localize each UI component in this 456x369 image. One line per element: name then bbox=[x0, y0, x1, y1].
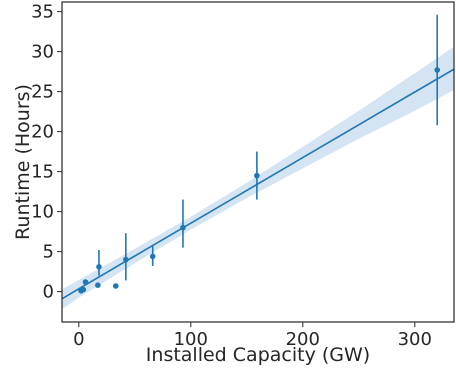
data-point bbox=[254, 172, 260, 179]
data-point bbox=[434, 67, 441, 73]
y-tick-label: 30 bbox=[31, 42, 54, 63]
data-point bbox=[149, 253, 156, 260]
y-tick-label: 15 bbox=[31, 162, 54, 183]
data-point bbox=[180, 224, 186, 231]
plot-frame bbox=[61, 1, 455, 323]
data-point bbox=[96, 264, 102, 270]
x-tick-label: 0 bbox=[73, 329, 84, 350]
data-point bbox=[95, 282, 101, 289]
x-tick-label: 200 bbox=[286, 329, 320, 350]
axis-ticks: 0 100 200 300 0 5 10 15 20 25 30 35 bbox=[31, 2, 432, 350]
data-point bbox=[80, 286, 87, 293]
y-tick-label: 0 bbox=[43, 282, 54, 303]
y-tick-label: 20 bbox=[31, 122, 54, 143]
x-tick-label: 300 bbox=[398, 329, 432, 350]
y-tick-label: 10 bbox=[31, 202, 54, 223]
y-tick-label: 5 bbox=[43, 242, 54, 263]
regression-line-layer bbox=[62, 68, 454, 300]
error-bar-layer bbox=[84, 14, 439, 285]
y-tick-label: 35 bbox=[31, 2, 54, 23]
x-tick-label: 100 bbox=[174, 329, 208, 350]
y-tick-label: 25 bbox=[31, 82, 54, 103]
data-point bbox=[82, 279, 89, 285]
data-point bbox=[123, 256, 129, 263]
data-point bbox=[112, 283, 119, 289]
point-layer bbox=[78, 67, 441, 294]
regression-line bbox=[62, 68, 454, 300]
y-axis-label: Runtime (Hours) bbox=[12, 84, 34, 240]
x-axis-label: Installed Capacity (GW) bbox=[146, 344, 370, 366]
